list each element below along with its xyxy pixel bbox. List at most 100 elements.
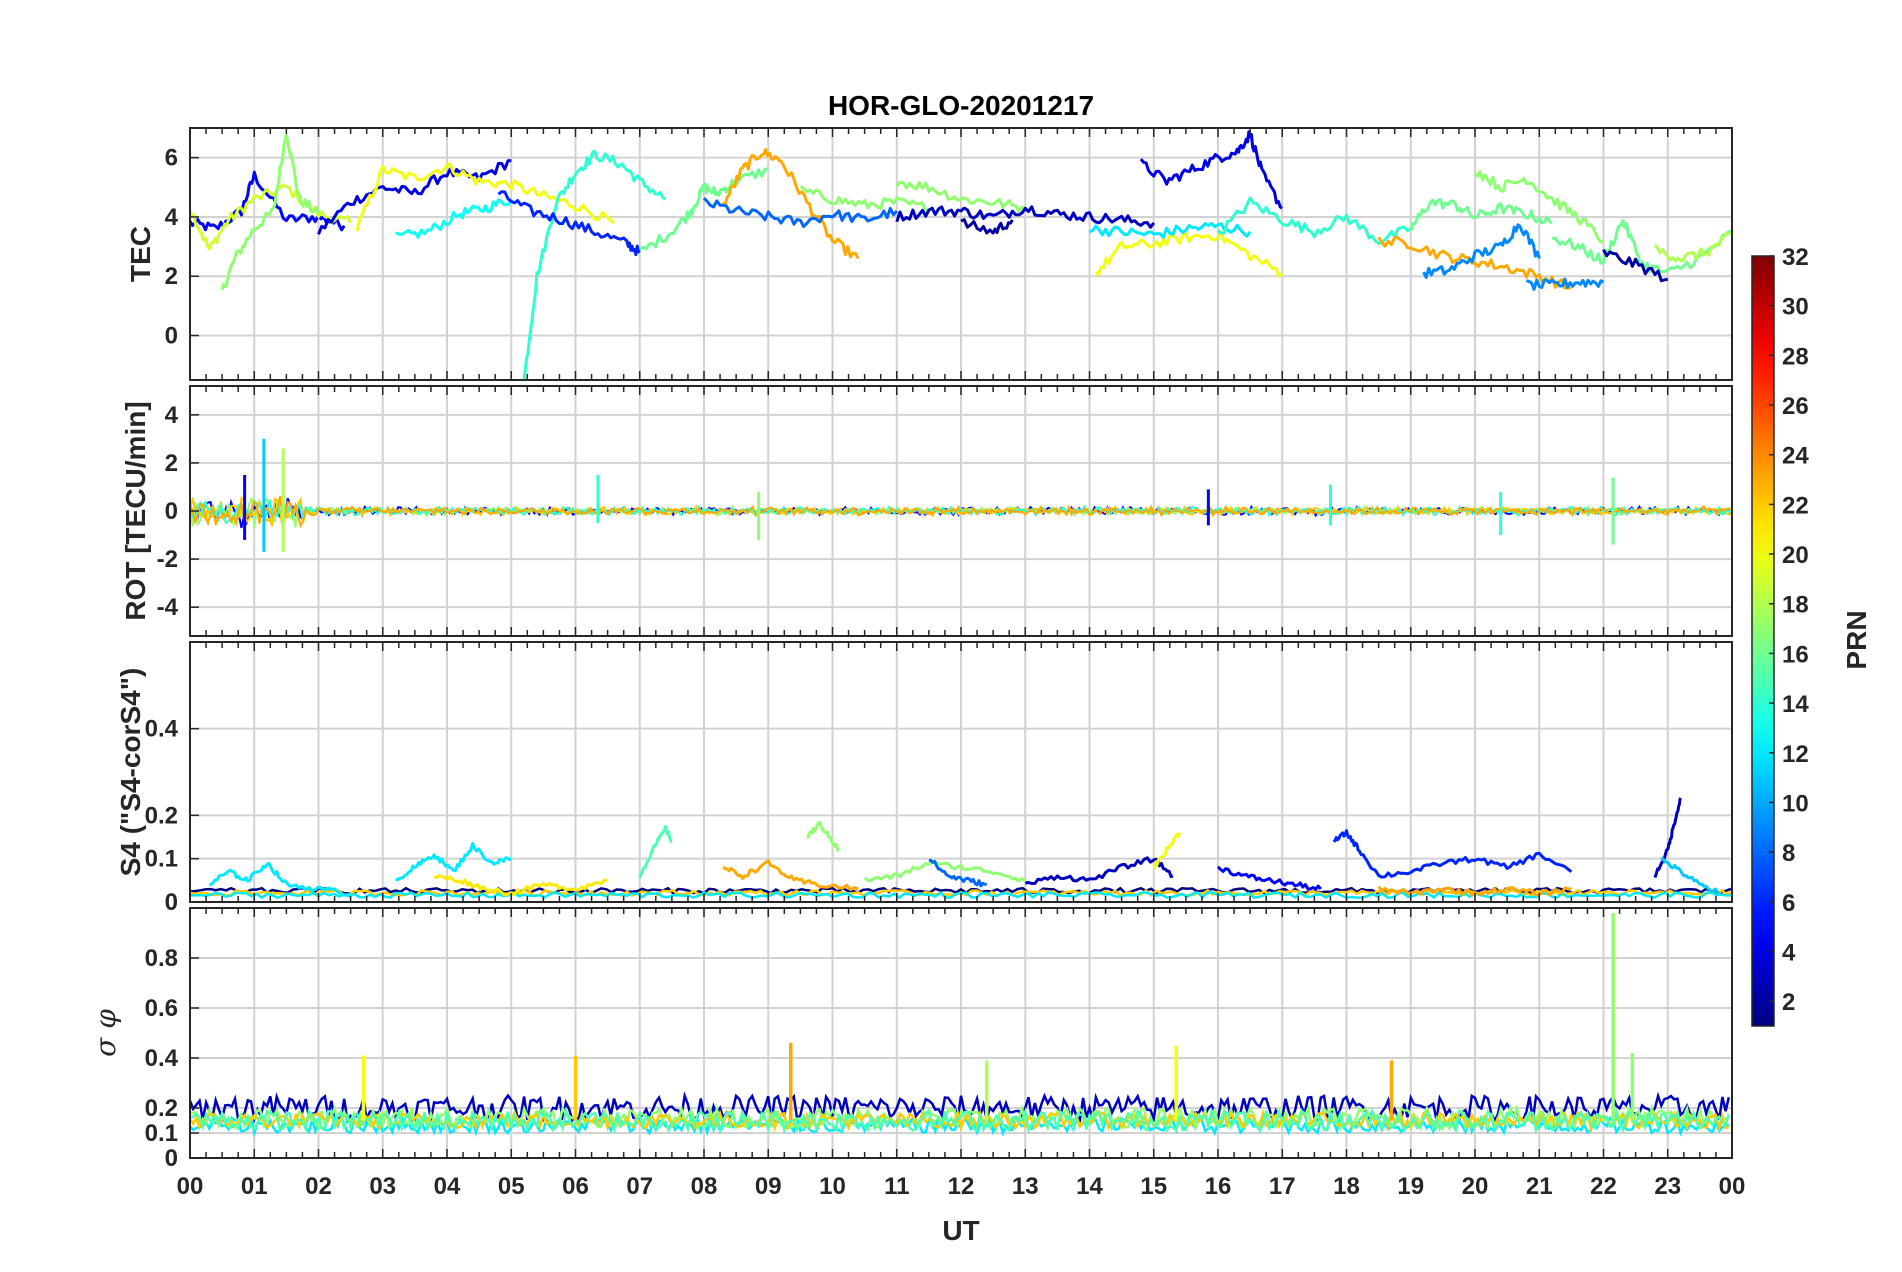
tec-y-tick-label: 0: [165, 323, 178, 350]
s4-series-line: [806, 820, 840, 852]
rot-y-tick-label: 0: [165, 498, 178, 525]
s4-series-line: [395, 841, 512, 882]
panel-rot: -4 -2 0 2 4 ROT [TECU/min]: [120, 385, 1733, 637]
x-axis: 00 01 02 03 04 05 06 07 08 09 10 11 12 13 14 15 16 17 18 19…: [177, 1173, 1746, 1200]
x-tick-label: 09: [755, 1173, 782, 1200]
rot-y-tick-label: 2: [165, 450, 178, 477]
tec-series-line: [1551, 219, 1732, 274]
tec-series-line: [895, 180, 1026, 213]
tec-series-line: [220, 133, 320, 291]
colorbar-tick-label: 10: [1782, 790, 1809, 817]
rot-series-line: [190, 495, 1732, 529]
tec-series-line: [355, 162, 615, 232]
colorbar-tick-label: 2: [1782, 989, 1795, 1016]
sigma_phi-data: [190, 913, 1731, 1138]
sigma-series-line: [190, 1108, 1729, 1133]
x-tick-label: 00: [177, 1173, 204, 1200]
x-tick-label: 17: [1269, 1173, 1296, 1200]
s4-y-tick-label: 0.1: [145, 846, 178, 873]
colorbar-tick-label: 18: [1782, 592, 1809, 619]
x-tick-label: 02: [305, 1173, 332, 1200]
tec-series-line: [1409, 197, 1553, 232]
colorbar-tick-label: 32: [1782, 244, 1809, 271]
s4-grid: [190, 642, 1732, 903]
s4-series-line: [928, 858, 988, 888]
s4-series-line: [1216, 865, 1322, 891]
tec-x-ticks: [189, 128, 1733, 380]
sigma_phi-y-tick-label: 0.6: [145, 995, 178, 1022]
colorbar-tick-label: 12: [1782, 741, 1809, 768]
sigma-y-axis-label: σ φ: [89, 1009, 122, 1057]
tec-series-line: [497, 190, 641, 257]
x-tick-label: 10: [819, 1173, 846, 1200]
rot-y-axis-label: ROT [TECU/min]: [120, 401, 151, 620]
tec-series-line: [1088, 221, 1252, 239]
s4-x-ticks: [189, 642, 1733, 902]
sigma_phi-y-tick-label: 0.4: [145, 1045, 179, 1072]
x-tick-label: 05: [498, 1173, 525, 1200]
x-tick-label: 22: [1590, 1173, 1617, 1200]
s4-y-tick-label: 0: [165, 889, 178, 916]
s4-series-line: [1332, 829, 1573, 879]
tec-series-line: [190, 183, 352, 251]
x-tick-label: 15: [1140, 1173, 1167, 1200]
x-tick-label: 11: [884, 1173, 909, 1200]
s4-series-line: [722, 859, 859, 892]
tec-series-line: [799, 184, 931, 214]
s4-y-tick-label: 0.4: [145, 716, 179, 743]
tec-series-line: [522, 150, 667, 380]
x-axis-label: UT: [942, 1215, 979, 1246]
x-tick-label: 18: [1333, 1173, 1360, 1200]
x-tick-label: 14: [1076, 1173, 1103, 1200]
colorbar-tick-label: 20: [1782, 542, 1809, 569]
tec-series-line: [394, 198, 513, 239]
x-tick-label: 06: [562, 1173, 589, 1200]
x-tick-label: 03: [369, 1173, 396, 1200]
x-tick-label: 12: [948, 1173, 975, 1200]
tec-y-tick-label: 2: [165, 263, 178, 290]
colorbar-tick-label: 28: [1782, 343, 1809, 370]
tec-series-line: [1216, 196, 1412, 245]
colorbar-tick-label: 30: [1782, 294, 1809, 321]
rot-data: [190, 438, 1732, 552]
sigma_phi-y-tick-label: 0: [165, 1145, 178, 1172]
x-tick-label: 19: [1397, 1173, 1424, 1200]
s4-series-line: [208, 861, 352, 897]
colorbar-tick-label: 4: [1782, 939, 1796, 966]
colorbar-tick-label: 24: [1782, 443, 1809, 470]
tec-series-line: [1602, 248, 1669, 283]
s4-series-line: [1152, 832, 1181, 869]
sigma_phi-x-ticks: [189, 908, 1733, 1158]
tec-y-tick-label: 6: [165, 145, 178, 172]
chart-title: HOR-GLO-20201217: [828, 90, 1094, 121]
x-tick-label: 20: [1462, 1173, 1489, 1200]
tec-series-line: [1422, 223, 1541, 279]
x-tick-label: 01: [241, 1173, 268, 1200]
s4-series-line: [638, 824, 673, 879]
x-tick-label: 04: [434, 1173, 461, 1200]
sigma_phi-y-tick-label: 0.1: [145, 1120, 178, 1147]
x-tick-label: 16: [1205, 1173, 1232, 1200]
colorbar-tick-label: 22: [1782, 492, 1809, 519]
s4-series-line: [1660, 856, 1721, 895]
x-tick-label: 13: [1012, 1173, 1039, 1200]
rot-y-tick-label: -4: [157, 594, 179, 621]
tec-series-line: [1139, 130, 1283, 210]
tec-series-line: [1653, 231, 1732, 263]
panel-s4: 0 0.1 0.2 0.4S4 ("S4-corS4"): [115, 641, 1733, 916]
x-tick-label: 21: [1526, 1173, 1553, 1200]
sigma-series-line: [190, 1091, 1731, 1125]
tec-series-line: [1473, 170, 1605, 244]
panel-tec: 0 2 4 6 TEC: [125, 127, 1733, 381]
sigma_phi-y-tick-label: 0.8: [145, 945, 178, 972]
rot-x-ticks: [189, 386, 1733, 636]
tec-series-line: [722, 147, 860, 260]
tec-series-line: [1094, 230, 1284, 278]
rot-y-tick-label: -2: [157, 546, 178, 573]
s4-y-tick-label: 0.2: [145, 802, 178, 829]
x-tick-label: 00: [1719, 1173, 1746, 1200]
tec-series-line: [702, 197, 898, 228]
tec-series-line: [960, 218, 1014, 235]
